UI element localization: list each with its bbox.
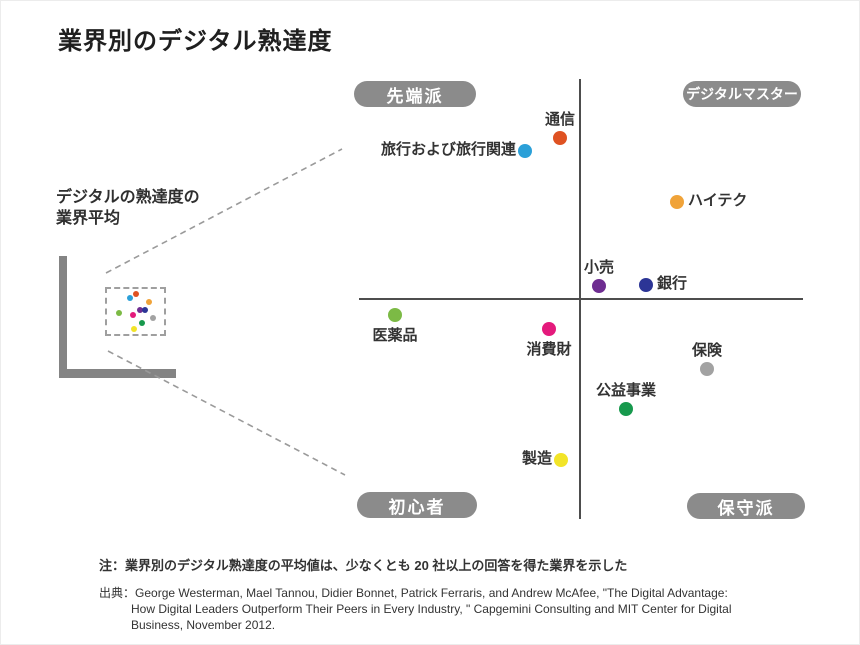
inset-axis-vertical <box>59 256 67 378</box>
inset-mini-dot <box>150 315 156 321</box>
page-title: 業界別のデジタル熟達度 <box>58 28 333 55</box>
inset-zoom-box <box>105 287 166 336</box>
quadrant-label-bottom-right: 保守派 <box>687 493 805 519</box>
data-point-dot <box>542 322 556 336</box>
x-axis-line <box>359 298 803 300</box>
source-line-3: Business, November 2012. <box>131 618 276 632</box>
inset-label-line2: 業界平均 <box>56 210 121 227</box>
source-label: 出典： <box>99 586 136 600</box>
data-point-label: ハイテク <box>688 192 748 209</box>
quadrant-label-top-right: デジタルマスター <box>683 81 801 107</box>
data-point-dot <box>554 453 568 467</box>
inset-mini-dot <box>137 307 143 313</box>
inset-mini-dot <box>130 312 136 318</box>
data-point-label: 旅行および旅行関連 <box>380 141 516 158</box>
data-point-label: 通信 <box>544 111 576 128</box>
inset-mini-dot <box>139 320 145 326</box>
data-point-label: 小売 <box>583 259 615 276</box>
data-point-dot <box>700 362 714 376</box>
data-point-label: 医薬品 <box>372 327 418 344</box>
inset-mini-dot <box>142 307 148 313</box>
source-line-1: 出典：George Westerman, Mael Tannou, Didier… <box>99 585 732 601</box>
inset-label-line1: デジタルの熟達度の <box>56 189 200 206</box>
inset-mini-dot <box>131 326 137 332</box>
source-citation: 出典：George Westerman, Mael Tannou, Didier… <box>99 585 732 633</box>
inset-mini-dot <box>127 295 133 301</box>
quadrant-label-bottom-left: 初心者 <box>357 492 477 518</box>
data-point-label: 保険 <box>691 342 723 359</box>
data-point-label: 公益事業 <box>595 382 657 399</box>
inset-mini-dot <box>133 291 139 297</box>
data-point-dot <box>388 308 402 322</box>
inset-mini-dot <box>146 299 152 305</box>
data-point-dot <box>518 144 532 158</box>
inset-mini-dot <box>116 310 122 316</box>
data-point-dot <box>670 195 684 209</box>
data-point-label: 製造 <box>521 450 552 467</box>
data-point-label: 銀行 <box>657 275 688 292</box>
data-point-dot <box>592 279 606 293</box>
data-point-dot <box>553 131 567 145</box>
inset-axis-horizontal <box>59 369 176 378</box>
data-point-label: 消費財 <box>526 341 572 358</box>
data-point-dot <box>639 278 653 292</box>
source-line-2: How Digital Leaders Outperform Their Pee… <box>131 602 732 616</box>
footnote: 注：業界別のデジタル熟達度の平均値は、少なくとも 20 社以上の回答を得た業界を… <box>99 558 628 573</box>
inset-label: デジタルの熟達度の 業界平均 <box>56 187 200 229</box>
quadrant-label-top-left: 先端派 <box>354 81 476 107</box>
source-text-1: George Westerman, Mael Tannou, Didier Bo… <box>135 586 728 600</box>
data-point-dot <box>619 402 633 416</box>
